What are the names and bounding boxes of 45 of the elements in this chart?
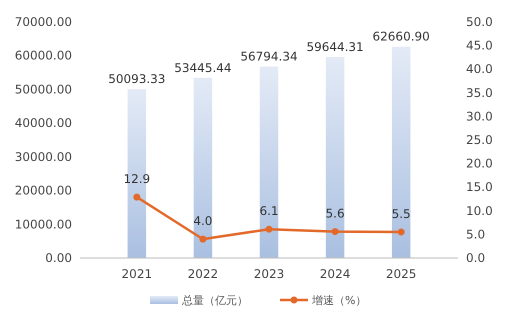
point [398,228,405,236]
data-label: 56794.34 [240,50,298,64]
data-label: 5.6 [326,206,345,221]
x-tick-label: 2025 [386,267,416,281]
y-tick-label: 20000.00 [14,184,72,198]
data-label: 6.1 [259,204,279,218]
y2-tick-label: 15.0 [466,180,493,194]
legend-label: 总量（亿元） [181,294,248,307]
y-tick-label: 60000.00 [14,48,72,63]
y2-tick-label: 40.0 [466,62,493,76]
point [133,194,140,201]
data-label: 5.5 [392,207,411,222]
data-label: 50093.33 [108,72,166,86]
x-tick-label: 2022 [188,267,218,281]
y2-tick-label: 45.0 [466,38,493,53]
data-label: 12.9 [123,172,150,186]
point [266,226,272,233]
bar [194,78,212,258]
y2-tick-label: 0.0 [466,251,486,265]
x-tick-label: 2024 [320,267,350,281]
y2-tick-label: 30.0 [466,109,493,124]
data-label: 59644.31 [306,40,364,54]
y2-tick-label: 50.0 [466,15,493,29]
point [332,228,339,236]
y-tick-label: 70000.00 [14,15,72,29]
y2-tick-label: 35.0 [466,86,493,100]
y-tick-label: 30000.00 [14,150,72,164]
x-tick-label: 2021 [122,267,152,281]
y2-tick-label: 25.0 [466,133,493,147]
y2-tick-label: 20.0 [466,156,493,171]
y-tick-label: 50000.00 [14,82,72,96]
y2-tick-label: 10.0 [466,204,493,218]
bar [260,66,278,258]
point [199,236,206,243]
y-tick-label: 40000.00 [14,116,72,130]
bar [326,56,344,258]
bar [392,46,410,258]
y-tick-label: 10000.00 [14,217,72,232]
legend-label: 增速（%） [311,294,366,307]
y-tick-label: 0.00 [45,251,72,265]
x-tick-label: 2023 [254,267,284,281]
data-label: 4.0 [193,214,212,228]
y2-tick-label: 5.0 [466,227,486,242]
data-label: 62660.90 [372,30,430,44]
data-label: 53445.44 [174,60,232,75]
